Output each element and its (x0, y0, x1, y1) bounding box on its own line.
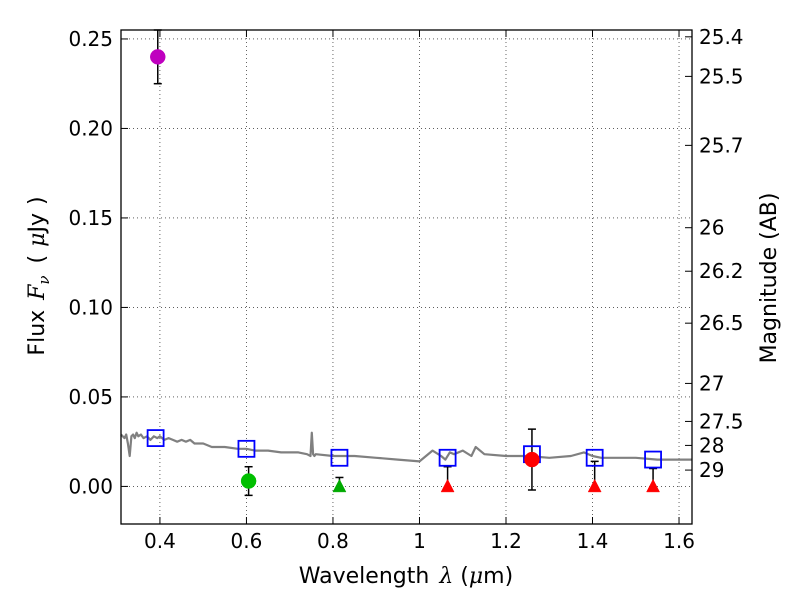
model-point-square (644, 450, 662, 469)
mag-tick-label: 26.2 (699, 259, 744, 283)
model-point-square (438, 448, 457, 467)
mag-tick-label: 26.5 (699, 311, 744, 335)
x-tick-label: 1.6 (663, 529, 695, 553)
y-tick-label: 0.05 (68, 385, 113, 409)
mag-tick-label: 27 (699, 371, 724, 395)
model-point-square (237, 439, 256, 458)
upper-limit-triangle (587, 478, 602, 493)
y-tick-label: 0.00 (68, 474, 113, 498)
y-tick-label: 0.15 (68, 206, 113, 230)
model-point-square (146, 429, 165, 447)
mag-tick-label: 27.5 (699, 409, 744, 433)
mag-tick-label: 29 (699, 458, 724, 482)
y-axis-label: FluxFν(μJy) (25, 196, 53, 355)
error-bars (153, 29, 658, 497)
model-point-square (585, 448, 604, 467)
observed-point-circle (150, 49, 166, 65)
upper-limit-triangle (440, 478, 455, 493)
y-tick-label: 0.25 (68, 27, 113, 51)
upper-limit-triangle (646, 478, 660, 493)
observed-point-circle (524, 451, 540, 468)
observed-point-circle (240, 473, 257, 489)
x-tick-label: 1.4 (577, 529, 609, 553)
x-tick-label: 0.6 (231, 529, 263, 553)
model-spectrum (120, 431, 692, 463)
upper-limit-triangle (332, 478, 347, 493)
plot-frame (120, 29, 693, 525)
mag-tick-label: 26 (699, 216, 724, 240)
axis-ticks: 0.4 0.6 0.8 1 1.2 1.4 1.6 0.00 0.05 0.10 0.15 0.20 0… (68, 25, 743, 553)
y2-axis-label: Magnitude (AB) (757, 193, 782, 364)
x-tick-label: 1 (413, 529, 426, 553)
mag-tick-label: 25.4 (699, 25, 744, 49)
y-tick-label: 0.10 (68, 295, 113, 319)
model-photometry (146, 429, 662, 469)
mag-tick-label: 25.5 (699, 64, 744, 88)
x-tick-label: 1.2 (490, 529, 522, 553)
mag-tick-label: 28 (699, 433, 724, 457)
x-tick-label: 0.8 (317, 529, 349, 553)
x-axis-label: Wavelength λ (μm) (299, 564, 513, 589)
spectrum-line (120, 431, 692, 463)
y-tick-label: 0.20 (68, 116, 113, 140)
model-point-square (330, 448, 349, 467)
grid (121, 30, 692, 524)
x-tick-label: 0.4 (144, 529, 176, 553)
observed-photometry (150, 49, 660, 493)
mag-tick-label: 25.7 (699, 133, 744, 157)
